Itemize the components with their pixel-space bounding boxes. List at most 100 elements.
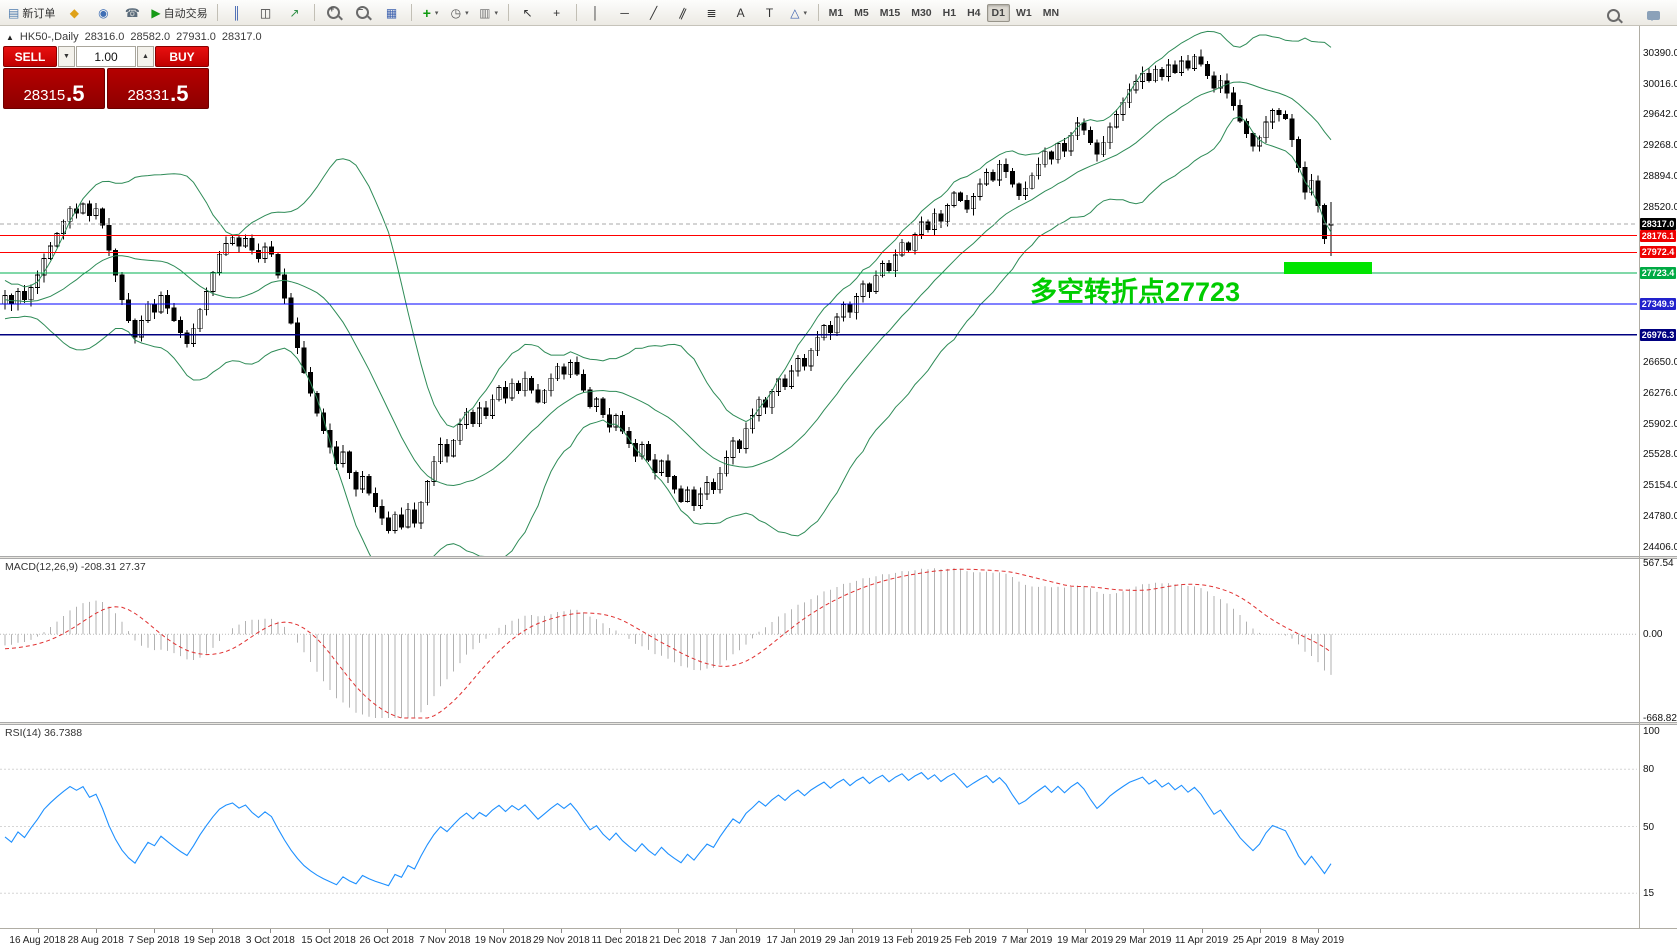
label-icon: T	[765, 5, 774, 20]
buy-button[interactable]: BUY	[155, 46, 209, 67]
close-value: 28317.0	[221, 31, 262, 43]
time-tick	[1085, 929, 1087, 933]
timeframe-button-M15[interactable]: M15	[879, 6, 901, 19]
vertical-line-button[interactable]: │	[582, 2, 610, 24]
time-tick	[444, 929, 446, 933]
new-order-button[interactable]: ▤ 新订单	[4, 2, 59, 24]
add-indicator-icon: +	[422, 4, 431, 21]
time-tick	[270, 929, 272, 933]
date-label: 29 Mar 2019	[1115, 935, 1172, 946]
date-label: 7 Jan 2019	[711, 935, 761, 946]
collapse-icon[interactable]: ▲	[6, 32, 14, 42]
chat-icon	[1646, 10, 1660, 21]
scale-label: 0.00	[1643, 629, 1663, 641]
scale-label: 28894.0	[1643, 171, 1677, 183]
panel-divider[interactable]	[0, 722, 1677, 725]
candlestick-chart-button[interactable]: ◫	[252, 2, 280, 24]
chat-button[interactable]	[1639, 4, 1667, 26]
toolbar-buttons: ▤ 新订单 ◆ ◉ ☎ ▶ 自动交易 ║ ◫ ↗ + – ▦ + ▾ ◷ ▾ ▥ ▾ ↖ + │ ─ ╱ ∥ ≣ A T △ ▾ M1 M5 M…	[4, 2, 1064, 24]
chevron-up-icon: ▲	[142, 53, 149, 60]
low-value: 27931.0	[176, 31, 216, 43]
time-tick	[968, 929, 970, 933]
panel-divider[interactable]	[0, 556, 1677, 559]
rsi-panel[interactable]	[0, 725, 1640, 928]
timeframe-button-H4[interactable]: H4	[967, 6, 981, 19]
text-button[interactable]: A	[727, 2, 755, 24]
date-label: 13 Feb 2019	[882, 935, 939, 946]
search-button[interactable]	[1599, 4, 1627, 26]
date-label: 28 Aug 2018	[67, 935, 124, 946]
zoom-in-button[interactable]: +	[320, 2, 348, 24]
horizontal-line-icon: ─	[620, 5, 629, 20]
zoom-out-button[interactable]: –	[349, 2, 377, 24]
new-order-icon: ▤	[8, 5, 20, 20]
date-label: 7 Mar 2019	[1001, 935, 1053, 946]
line-chart-button[interactable]: ↗	[281, 2, 309, 24]
sell-price-button[interactable]: 28315 .5	[3, 68, 105, 109]
sell-button[interactable]: SELL	[3, 46, 57, 67]
bar-chart-button[interactable]: ║	[223, 2, 251, 24]
candlestick-chart-icon: ◫	[259, 5, 272, 20]
time-tick	[386, 929, 388, 933]
fibonacci-button[interactable]: ≣	[698, 2, 726, 24]
templates-button[interactable]: ▥ ▾	[475, 2, 503, 24]
buy-price-button[interactable]: 28331 .5	[107, 68, 209, 109]
timeframe-button-MN[interactable]: MN	[1042, 6, 1060, 19]
price-scale[interactable]: 30390.0 30016.0 29642.0 29268.0 28894.0 28520…	[1640, 0, 1677, 949]
timeframe-button-M1[interactable]: M1	[828, 6, 844, 19]
volume-increment-button[interactable]: ▲	[137, 46, 154, 67]
open-value: 28316.0	[84, 31, 125, 43]
scale-label: 50	[1643, 821, 1655, 833]
date-label: 16 Aug 2018	[9, 935, 66, 946]
date-label: 21 Dec 2018	[649, 935, 707, 946]
time-axis[interactable]: 16 Aug 2018 28 Aug 2018 7 Sep 2018 19 Sep 2…	[0, 928, 1677, 949]
periods-button[interactable]: ◷ ▾	[446, 2, 474, 24]
date-label: 7 Nov 2018	[419, 935, 471, 946]
support-button[interactable]: ☎	[118, 2, 146, 24]
annotation-highlight-bar[interactable]	[1284, 262, 1372, 274]
volume-input[interactable]	[76, 46, 136, 67]
annotation-text[interactable]: 多空转折点27723	[1030, 277, 1241, 307]
indicators-button[interactable]: + ▾	[417, 2, 445, 24]
time-tick	[212, 929, 214, 933]
time-tick	[1143, 929, 1145, 933]
autotrade-button[interactable]: ▶ 自动交易	[147, 2, 211, 24]
tile-windows-button[interactable]: ▦	[378, 2, 406, 24]
shapes-button[interactable]: △ ▾	[785, 2, 813, 24]
timeframe-button-M5[interactable]: M5	[854, 6, 869, 19]
timeframe-button-D1[interactable]: D1	[986, 3, 1010, 22]
community-icon: ◉	[98, 5, 109, 20]
channel-button[interactable]: ∥	[669, 2, 697, 24]
autotrade-button-label: 自动交易	[163, 7, 208, 20]
toolbar-separator	[507, 4, 509, 21]
price-tag: 28176.1	[1640, 229, 1676, 242]
buy-price-frac: .5	[170, 81, 189, 106]
mql5-button[interactable]: ◆	[60, 2, 88, 24]
macd-panel[interactable]	[0, 559, 1640, 722]
main-chart[interactable]	[0, 27, 1640, 556]
zoom-out-icon: –	[356, 5, 370, 19]
scale-border	[1639, 26, 1640, 928]
chevron-down-icon: ▾	[494, 9, 498, 17]
date-label: 25 Apr 2019	[1232, 935, 1287, 946]
timeframe-button-M30[interactable]: M30	[911, 6, 932, 19]
time-tick	[677, 929, 679, 933]
timeframe-button-W1[interactable]: W1	[1015, 6, 1032, 19]
timeframe-button-H1[interactable]: H1	[942, 6, 957, 19]
date-label: 11 Apr 2019	[1174, 935, 1229, 946]
trendline-button[interactable]: ╱	[640, 2, 668, 24]
price-tag: 28317.0	[1640, 217, 1676, 230]
toolbar-separator	[216, 4, 218, 21]
scale-label: 567.54	[1643, 558, 1674, 569]
scale-label: 24780.0	[1643, 511, 1677, 523]
label-button[interactable]: T	[756, 2, 784, 24]
sell-options-dropdown[interactable]: ▼	[58, 46, 75, 67]
horizontal-line-button[interactable]: ─	[611, 2, 639, 24]
macd-title: MACD(12,26,9) -208.31 27.37	[5, 561, 146, 573]
crosshair-button[interactable]: +	[543, 2, 571, 24]
toolbar-right-buttons	[1599, 4, 1667, 26]
cursor-button[interactable]: ↖	[514, 2, 542, 24]
scale-label: 15	[1643, 888, 1655, 900]
community-button[interactable]: ◉	[89, 2, 117, 24]
price-tag: 27349.9	[1640, 297, 1676, 310]
